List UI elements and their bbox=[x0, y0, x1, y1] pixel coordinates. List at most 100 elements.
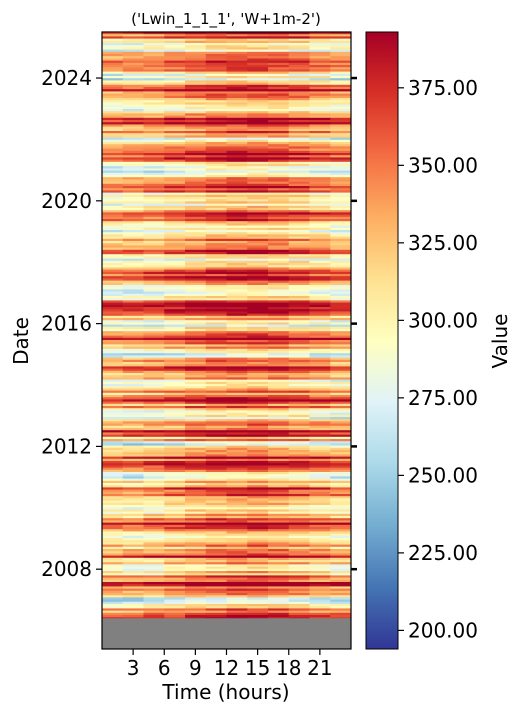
heatmap-cell bbox=[205, 414, 228, 418]
heatmap-cell bbox=[288, 296, 311, 299]
heatmap-cell bbox=[205, 584, 228, 587]
heatmap-cell bbox=[309, 197, 331, 200]
heatmap-cell bbox=[268, 531, 290, 534]
heatmap-cell bbox=[122, 450, 145, 453]
heatmap-cell bbox=[185, 36, 207, 39]
heatmap-cell bbox=[226, 170, 248, 174]
heatmap-cell bbox=[226, 166, 248, 169]
heatmap-cell bbox=[102, 610, 124, 614]
heatmap-cell bbox=[288, 60, 311, 64]
heatmap-cell bbox=[205, 45, 228, 48]
heatmap-cell bbox=[268, 179, 290, 182]
heatmap-cell bbox=[309, 161, 331, 165]
heatmap-cell bbox=[205, 412, 228, 416]
heatmap-cell bbox=[309, 82, 331, 86]
heatmap-cell bbox=[330, 337, 351, 341]
heatmap-cell bbox=[164, 601, 186, 605]
heatmap-cell bbox=[102, 599, 124, 603]
heatmap-cell bbox=[122, 458, 145, 462]
heatmap-cell bbox=[330, 247, 351, 251]
heatmap-cell bbox=[288, 595, 311, 598]
heatmap-cell bbox=[143, 593, 165, 596]
heatmap-cell bbox=[247, 318, 269, 321]
heatmap-cell bbox=[247, 135, 269, 138]
heatmap-cell bbox=[205, 579, 228, 583]
heatmap-cell bbox=[330, 568, 351, 572]
heatmap-cell bbox=[330, 474, 351, 477]
heatmap-cell bbox=[288, 203, 311, 207]
heatmap-cell bbox=[309, 524, 331, 528]
heatmap-cell bbox=[226, 197, 248, 200]
heatmap-cell bbox=[143, 439, 165, 442]
heatmap-cell bbox=[205, 359, 228, 363]
heatmap-cell bbox=[143, 115, 165, 119]
heatmap-cell bbox=[185, 84, 207, 88]
heatmap-cell bbox=[247, 575, 269, 578]
heatmap-cell bbox=[102, 452, 124, 455]
heatmap-cell bbox=[247, 280, 269, 284]
heatmap-cell bbox=[164, 170, 186, 174]
heatmap-cell bbox=[205, 322, 228, 325]
heatmap-cell bbox=[309, 282, 331, 286]
heatmap-cell bbox=[164, 89, 186, 92]
heatmap-cell bbox=[185, 555, 207, 559]
heatmap-cell bbox=[143, 401, 165, 405]
heatmap-cell bbox=[226, 472, 248, 475]
heatmap-cell bbox=[185, 584, 207, 587]
heatmap-cell bbox=[309, 531, 331, 534]
heatmap-cell bbox=[288, 553, 311, 556]
heatmap-cell bbox=[268, 535, 290, 539]
heatmap-cell bbox=[226, 480, 248, 484]
heatmap-cell bbox=[205, 166, 228, 169]
heatmap-cell bbox=[309, 276, 331, 279]
heatmap-cell bbox=[102, 122, 124, 125]
heatmap-cell bbox=[247, 379, 269, 383]
heatmap-cell bbox=[309, 529, 331, 532]
heatmap-cell bbox=[226, 553, 248, 556]
heatmap-cell bbox=[247, 170, 269, 174]
heatmap-cell bbox=[102, 199, 124, 202]
heatmap-cell bbox=[143, 575, 165, 578]
heatmap-cell bbox=[185, 553, 207, 556]
heatmap-cell bbox=[164, 606, 186, 609]
heatmap-cell bbox=[205, 586, 228, 589]
heatmap-cell bbox=[288, 300, 311, 303]
heatmap-cell bbox=[226, 241, 248, 244]
heatmap-cell bbox=[143, 551, 165, 554]
heatmap-cell bbox=[247, 522, 269, 526]
heatmap-cell bbox=[268, 177, 290, 180]
heatmap-cell bbox=[288, 232, 311, 235]
heatmap-cell bbox=[122, 199, 145, 202]
heatmap-cell bbox=[143, 32, 165, 35]
heatmap-cell bbox=[185, 318, 207, 321]
heatmap-cell bbox=[268, 280, 290, 284]
heatmap-cell bbox=[268, 434, 290, 438]
heatmap-cell bbox=[102, 76, 124, 79]
heatmap-cell bbox=[268, 67, 290, 70]
heatmap-cell bbox=[205, 254, 228, 257]
heatmap-cell bbox=[122, 524, 145, 528]
heatmap-cell bbox=[309, 201, 331, 204]
heatmap-cell bbox=[226, 296, 248, 299]
heatmap-cell bbox=[247, 403, 269, 407]
heatmap-cell bbox=[247, 425, 269, 429]
heatmap-cell bbox=[226, 67, 248, 70]
heatmap-cell bbox=[185, 216, 207, 220]
heatmap-cell bbox=[309, 87, 331, 90]
heatmap-cell bbox=[205, 410, 228, 413]
heatmap-cell bbox=[143, 124, 165, 127]
heatmap-cell bbox=[288, 285, 311, 288]
heatmap-cell bbox=[122, 71, 145, 75]
heatmap-cell bbox=[268, 144, 290, 147]
heatmap-cell bbox=[309, 485, 331, 488]
heatmap-cell bbox=[205, 443, 228, 446]
heatmap-cell bbox=[268, 476, 290, 479]
heatmap-cell bbox=[330, 454, 351, 457]
heatmap-cell bbox=[143, 456, 165, 460]
heatmap-cell bbox=[185, 40, 207, 44]
heatmap-cell bbox=[122, 452, 145, 455]
heatmap-cell bbox=[226, 258, 248, 262]
heatmap-cell bbox=[102, 282, 124, 286]
heatmap-cells bbox=[102, 32, 351, 620]
heatmap-cell bbox=[330, 502, 351, 506]
